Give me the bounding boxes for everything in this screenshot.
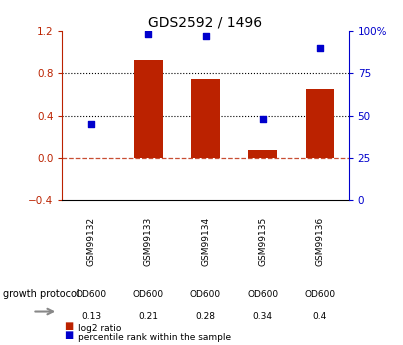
Text: growth protocol: growth protocol [3, 289, 80, 299]
Text: ■: ■ [64, 321, 74, 331]
Point [260, 116, 266, 122]
Point [88, 121, 94, 127]
Text: GSM99133: GSM99133 [144, 217, 153, 266]
Text: ■: ■ [64, 330, 74, 340]
Text: GSM99132: GSM99132 [87, 217, 96, 266]
Text: 0.21: 0.21 [138, 312, 158, 321]
Text: GSM99135: GSM99135 [258, 217, 267, 266]
Bar [305, 89, 334, 158]
Title: GDS2592 / 1496: GDS2592 / 1496 [148, 16, 263, 30]
Text: OD600: OD600 [75, 290, 107, 299]
Text: 0.13: 0.13 [81, 312, 101, 321]
Text: OD600: OD600 [304, 290, 336, 299]
Bar [134, 60, 163, 158]
Text: OD600: OD600 [190, 290, 221, 299]
Text: 0.34: 0.34 [253, 312, 273, 321]
Text: 0.28: 0.28 [195, 312, 216, 321]
Bar [191, 79, 220, 158]
Point [145, 32, 152, 37]
Text: 0.4: 0.4 [313, 312, 327, 321]
Text: GSM99134: GSM99134 [201, 217, 210, 266]
Text: log2 ratio: log2 ratio [78, 324, 121, 333]
Point [317, 45, 323, 51]
Text: GSM99136: GSM99136 [316, 217, 324, 266]
Text: OD600: OD600 [247, 290, 278, 299]
Text: percentile rank within the sample: percentile rank within the sample [78, 333, 231, 342]
Point [202, 33, 209, 39]
Bar [248, 150, 277, 158]
Text: OD600: OD600 [133, 290, 164, 299]
